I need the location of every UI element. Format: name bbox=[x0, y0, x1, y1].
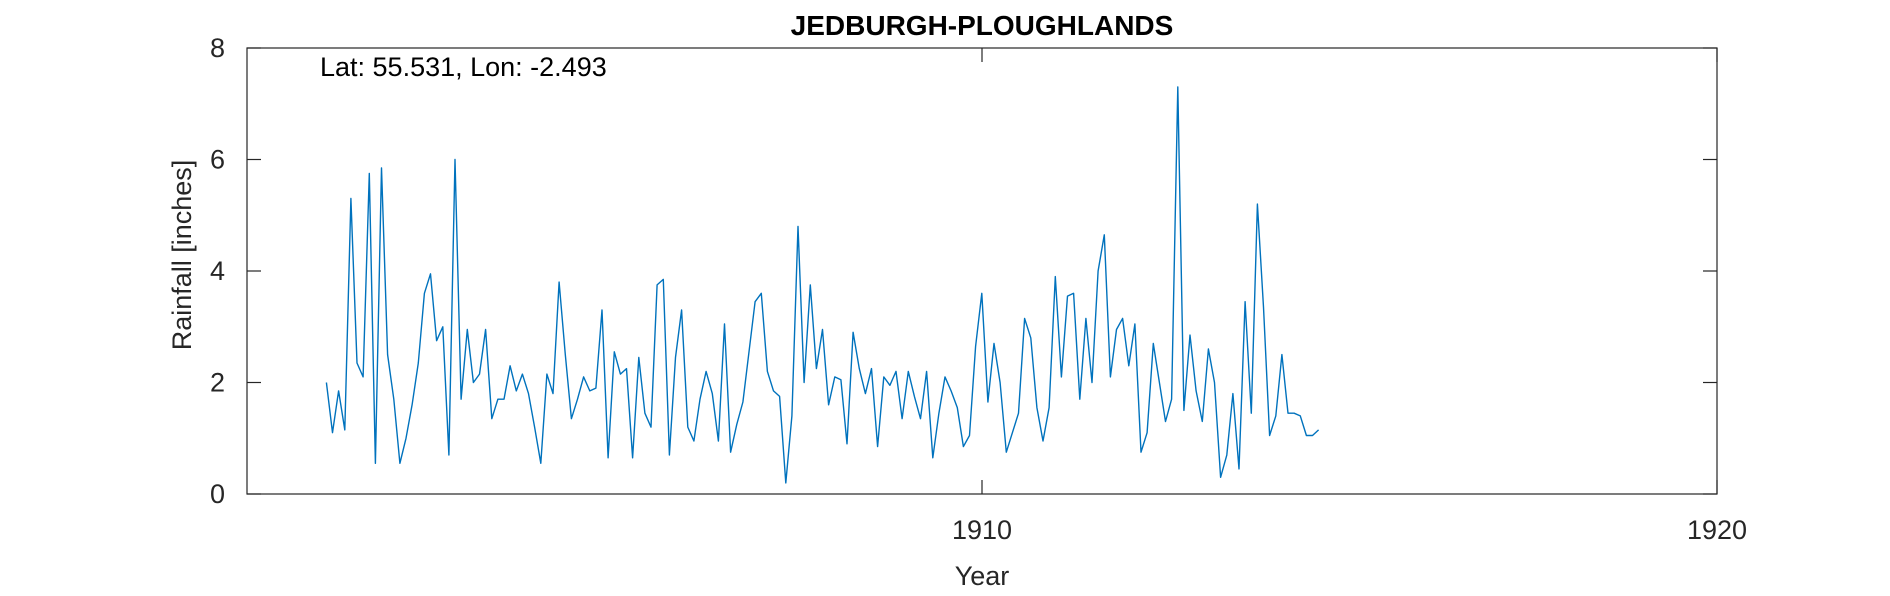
x-tick-label: 1910 bbox=[952, 515, 1012, 545]
y-tick-label: 0 bbox=[210, 479, 225, 509]
chart-text: JEDBURGH-PLOUGHLANDS Lat: 55.531, Lon: -… bbox=[167, 10, 1173, 591]
y-tick-label: 4 bbox=[210, 256, 225, 286]
rainfall-series-line bbox=[325, 86, 1320, 484]
y-axis-label: Rainfall [inches] bbox=[167, 160, 197, 351]
axes: 0 2 4 6 8 1910 1920 bbox=[210, 33, 1747, 545]
y-tick-label: 6 bbox=[210, 145, 225, 175]
x-tick-label: 1920 bbox=[1687, 515, 1747, 545]
location-annotation: Lat: 55.531, Lon: -2.493 bbox=[320, 52, 607, 82]
axes-box bbox=[246, 47, 1718, 495]
y-tick-label: 2 bbox=[210, 368, 225, 398]
plot-area bbox=[325, 86, 1320, 484]
x-axis-label: Year bbox=[955, 561, 1010, 591]
y-tick-label: 8 bbox=[210, 33, 225, 63]
chart-title: JEDBURGH-PLOUGHLANDS bbox=[791, 10, 1174, 41]
